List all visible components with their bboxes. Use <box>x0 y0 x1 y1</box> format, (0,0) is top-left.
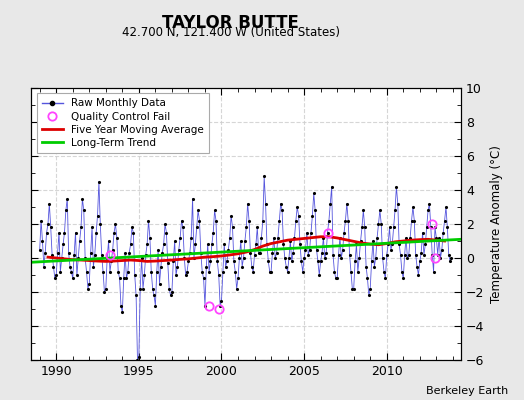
Text: Berkeley Earth: Berkeley Earth <box>426 386 508 396</box>
Text: 42.700 N, 121.400 W (United States): 42.700 N, 121.400 W (United States) <box>122 26 340 39</box>
Y-axis label: Temperature Anomaly (°C): Temperature Anomaly (°C) <box>490 145 503 303</box>
Text: TAYLOR BUTTE: TAYLOR BUTTE <box>162 14 299 32</box>
Legend: Raw Monthly Data, Quality Control Fail, Five Year Moving Average, Long-Term Tren: Raw Monthly Data, Quality Control Fail, … <box>37 93 209 153</box>
